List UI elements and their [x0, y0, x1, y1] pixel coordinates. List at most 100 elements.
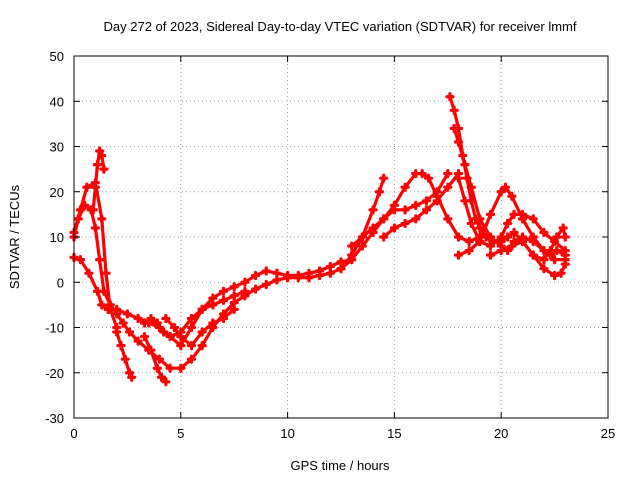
data-point-marker — [165, 331, 175, 342]
x-tick-label: 0 — [70, 426, 77, 441]
data-point-marker — [146, 313, 156, 324]
data-point-marker — [325, 261, 335, 272]
data-point-marker — [186, 354, 197, 364]
data-point-marker — [466, 182, 476, 192]
data-point-marker — [550, 255, 560, 265]
data-point-marker — [229, 282, 239, 292]
data-point-marker — [560, 250, 570, 260]
data-point-marker — [507, 241, 517, 251]
data-point-marker — [460, 160, 470, 170]
data-point-marker — [152, 318, 162, 328]
data-point-marker — [165, 363, 175, 373]
data-point-marker — [161, 377, 171, 387]
data-point-marker — [154, 354, 165, 364]
data-point-marker — [139, 331, 150, 342]
data-point-marker — [112, 309, 122, 319]
data-point-marker — [545, 245, 555, 256]
data-point-marker — [517, 214, 528, 224]
data-point-marker — [283, 273, 293, 283]
data-point-marker — [539, 264, 549, 274]
data-point-marker — [152, 363, 162, 373]
data-point-marker — [105, 304, 115, 314]
data-point-marker — [421, 205, 432, 215]
x-tick-label: 20 — [494, 426, 508, 441]
data-point-marker — [127, 372, 137, 382]
data-point-marker — [443, 214, 453, 224]
data-point-marker — [379, 173, 389, 183]
x-axis-label: GPS time / hours — [291, 458, 390, 473]
data-point-marker — [208, 300, 218, 310]
data-point-marker — [75, 255, 86, 265]
data-point-marker — [421, 196, 432, 206]
data-point-marker — [379, 214, 389, 224]
y-axis-label: SDTVAR / TECUs — [7, 184, 22, 289]
data-point-marker — [218, 286, 229, 296]
data-point-marker — [509, 227, 519, 238]
data-point-marker — [261, 279, 271, 290]
series-track-5 — [112, 327, 137, 382]
data-point-marker — [97, 214, 107, 224]
data-point-marker — [84, 268, 94, 278]
data-point-marker — [411, 200, 421, 210]
data-point-marker — [118, 318, 128, 328]
data-point-marker — [400, 218, 410, 229]
data-point-marker — [496, 232, 506, 242]
data-point-marker — [229, 304, 239, 314]
data-point-marker — [357, 241, 367, 251]
series-line — [350, 172, 450, 248]
data-point-marker — [88, 205, 98, 215]
data-point-marker — [347, 241, 357, 251]
series-track-16 — [485, 223, 570, 265]
data-point-marker — [186, 322, 197, 333]
x-axis-ticks: 0 5 10 15 20 25 — [70, 56, 615, 441]
data-point-marker — [558, 223, 568, 233]
data-point-marker — [432, 187, 442, 197]
data-point-marker — [272, 268, 282, 278]
data-point-marker — [186, 341, 197, 351]
data-point-marker — [496, 187, 506, 197]
data-point-marker — [466, 218, 476, 229]
data-point-marker — [379, 232, 389, 242]
series-track-10 — [347, 169, 453, 251]
data-series — [69, 92, 570, 387]
data-point-marker — [240, 286, 250, 296]
y-axis-ticks: -30 -20 -10 0 10 20 30 40 50 — [45, 49, 608, 426]
y-tick-label: 0 — [57, 275, 64, 290]
data-point-marker — [400, 205, 410, 215]
data-point-marker — [503, 218, 513, 229]
data-point-marker — [368, 205, 378, 215]
data-point-marker — [485, 250, 496, 260]
series-track-7 — [139, 331, 171, 387]
data-point-marker — [507, 191, 517, 201]
data-point-marker — [449, 105, 459, 115]
x-tick-label: 5 — [177, 426, 184, 441]
data-point-marker — [97, 150, 107, 161]
data-point-marker — [453, 137, 464, 147]
data-point-marker — [169, 322, 179, 333]
data-point-marker — [509, 209, 519, 219]
data-point-marker — [443, 169, 453, 179]
data-point-marker — [453, 173, 464, 183]
data-point-marker — [496, 245, 506, 256]
data-point-marker — [176, 331, 186, 342]
data-point-marker — [75, 205, 86, 215]
data-point-marker — [116, 341, 126, 351]
x-tick-label: 15 — [387, 426, 401, 441]
y-tick-label: 20 — [50, 185, 64, 200]
data-point-marker — [389, 205, 399, 215]
chart-title: Day 272 of 2023, Sidereal Day-to-day VTE… — [104, 19, 577, 34]
data-point-marker — [92, 160, 103, 170]
series-track-9 — [336, 173, 389, 274]
data-point-marker — [99, 286, 109, 296]
data-point-marker — [336, 264, 346, 274]
data-point-marker — [133, 313, 143, 324]
data-point-marker — [464, 245, 474, 256]
series-track-4 — [88, 146, 109, 215]
data-point-marker — [197, 304, 207, 314]
data-point-marker — [112, 327, 122, 337]
data-point-marker — [218, 295, 229, 305]
data-point-marker — [139, 318, 150, 328]
y-tick-label: 50 — [50, 49, 64, 64]
data-point-marker — [336, 257, 346, 267]
